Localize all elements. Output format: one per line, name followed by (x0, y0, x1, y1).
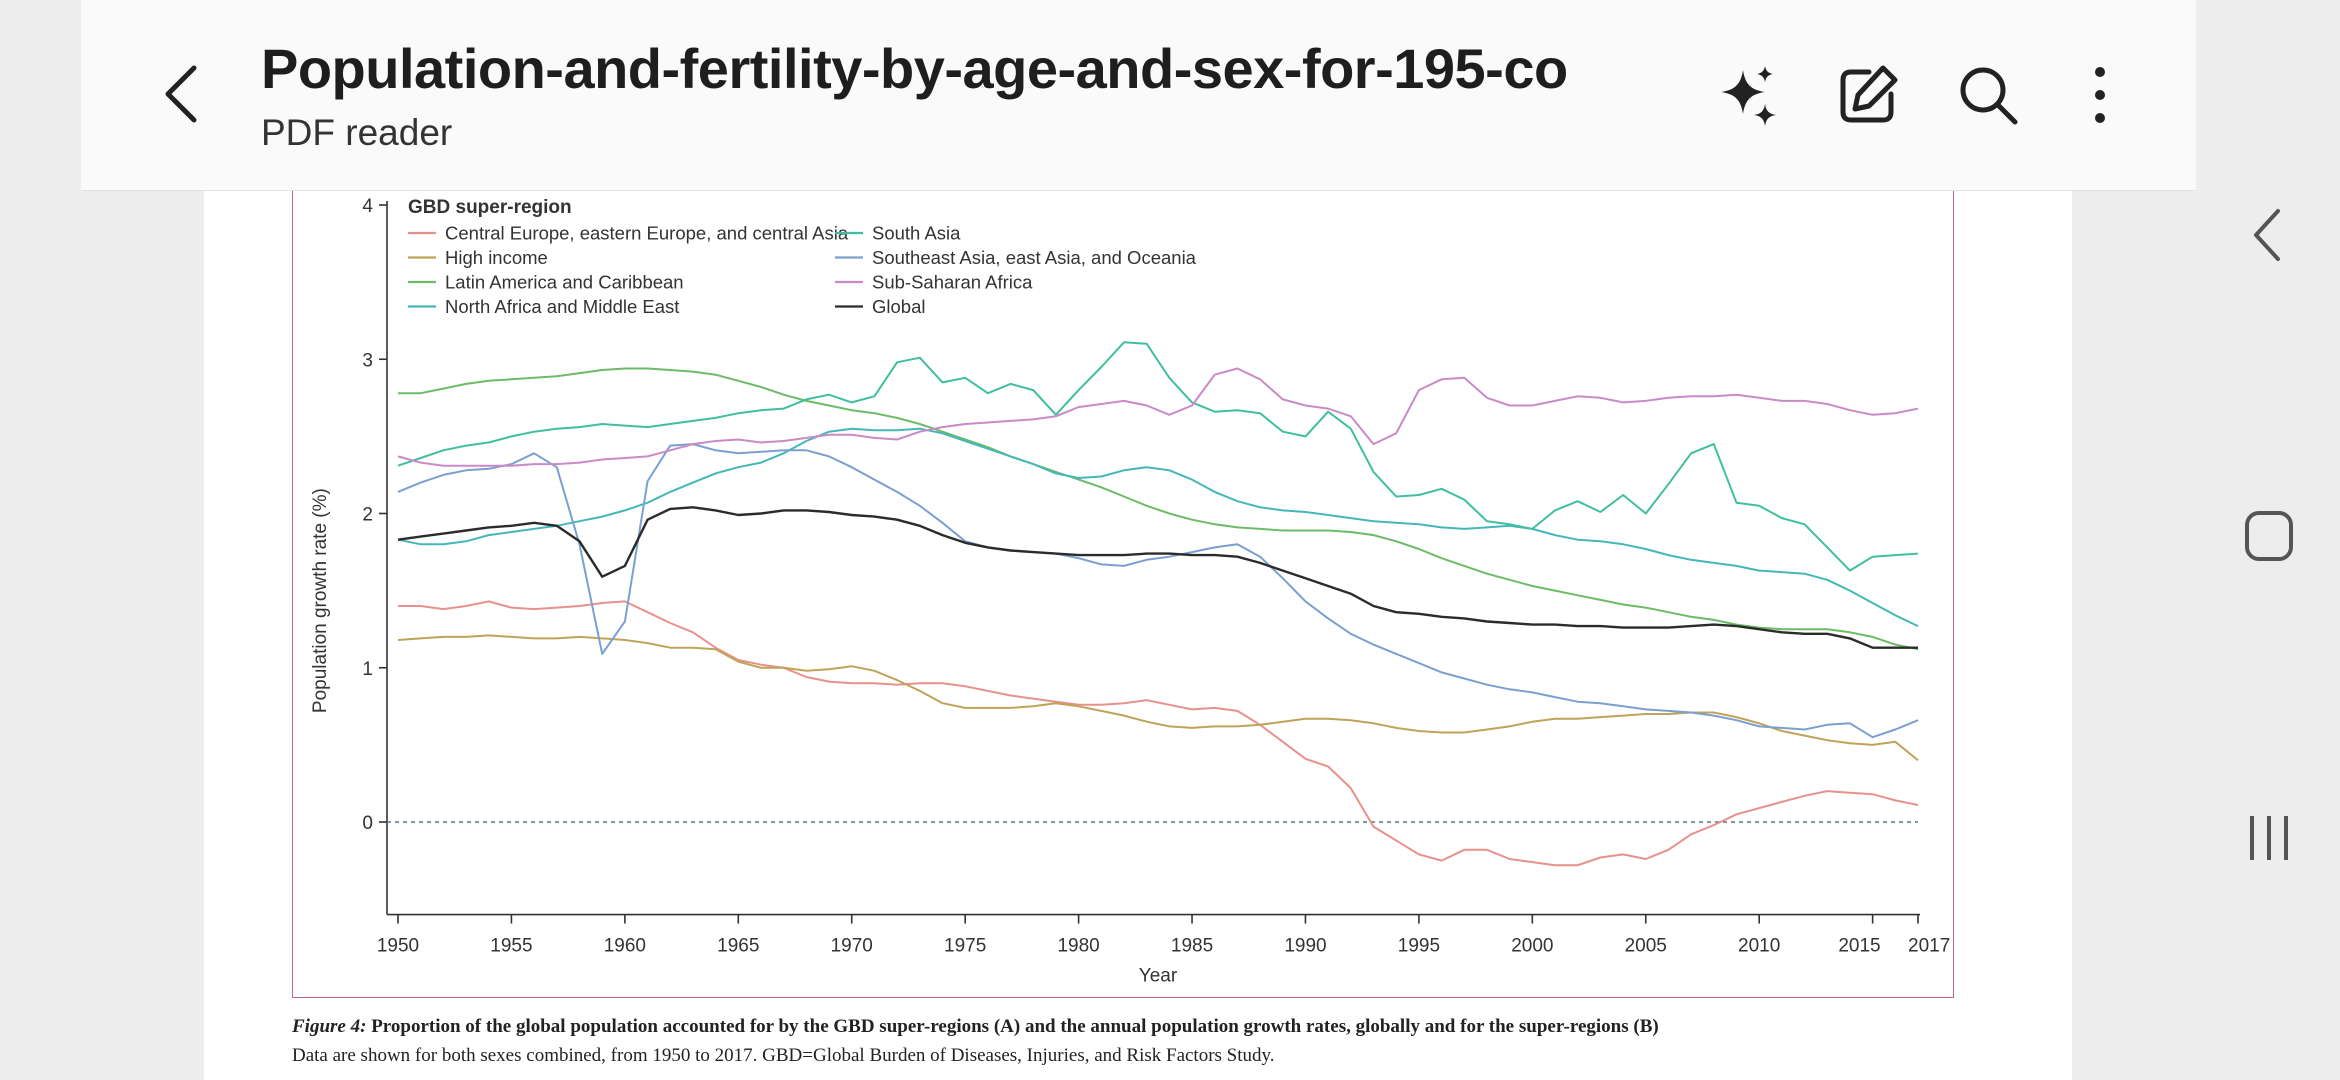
back-icon (165, 65, 197, 123)
back-button[interactable] (150, 58, 222, 130)
series-line-2 (398, 367, 1919, 651)
nav-home-button[interactable] (2244, 510, 2294, 562)
legend-entry-1: High income (445, 247, 548, 268)
search-icon (1960, 67, 2018, 125)
y-tick-label: 2 (362, 505, 373, 526)
series-line-3 (397, 427, 1919, 628)
ai-assist-button[interactable] (1715, 62, 1781, 128)
legend-entry-7: Global (872, 296, 925, 317)
edit-button[interactable] (1835, 62, 1901, 128)
legend-entry-3: North Africa and Middle East (445, 296, 679, 317)
chart-axes: 0 1 2 3 4 1950 1955 1960 1965 1970 1975 1980 1985 199… (310, 196, 1950, 987)
legend-title: GBD super-region (408, 197, 572, 218)
x-tick-label: 1975 (944, 936, 986, 957)
x-tick-label: 1950 (377, 936, 419, 957)
chart-series-lines (397, 341, 1919, 867)
nav-back-button[interactable] (2246, 205, 2290, 265)
x-tick-label: 2017 (1908, 936, 1950, 957)
legend-entry-2: Latin America and Caribbean (445, 272, 684, 293)
caption-title: Proportion of the global population acco… (371, 1016, 1659, 1037)
nav-recents-icon (2250, 816, 2288, 860)
x-tick-label: 2005 (1625, 936, 1667, 957)
series-line-5 (397, 443, 1919, 739)
x-tick-label: 1965 (717, 936, 759, 957)
y-tick-label: 1 (362, 659, 373, 680)
x-tick-label: 1970 (831, 936, 873, 957)
ai-sparkle-icon (1721, 66, 1776, 126)
y-axis-label: Population growth rate (%) (310, 488, 331, 713)
caption-label: Figure 4: (292, 1016, 367, 1037)
system-navigation-bar (2196, 0, 2340, 1080)
more-options-button[interactable] (2075, 62, 2125, 128)
app-header: Population-and-fertility-by-age-and-sex-… (81, 0, 2196, 191)
x-axis-label: Year (1139, 966, 1178, 987)
document-title: Population-and-fertility-by-age-and-sex-… (261, 37, 1568, 100)
series-line-6 (397, 367, 1919, 467)
x-tick-label: 1990 (1284, 936, 1326, 957)
nav-recents-button[interactable] (2244, 812, 2294, 864)
nav-back-icon (2254, 209, 2280, 261)
more-options-icon (2095, 67, 2105, 123)
legend-entry-5: Southeast Asia, east Asia, and Oceania (872, 247, 1197, 268)
series-line-0 (398, 600, 1919, 867)
legend-entry-0: Central Europe, eastern Europe, and cent… (445, 223, 849, 244)
series-line-1 (397, 634, 1919, 762)
caption-note: Data are shown for both sexes combined, … (292, 1045, 1275, 1066)
y-tick-label: 4 (362, 196, 373, 217)
chart-legend: GBD super-region Central Europe, eastern … (408, 197, 1197, 317)
x-tick-label: 1995 (1398, 936, 1440, 957)
figure-frame (292, 150, 1954, 998)
y-tick-label: 0 (362, 813, 373, 834)
search-button[interactable] (1955, 62, 2021, 128)
figure-caption: Figure 4: Proportion of the global popul… (292, 1012, 1992, 1070)
nav-home-icon (2245, 511, 2293, 561)
app-subtitle: PDF reader (261, 112, 453, 153)
series-line-4 (397, 341, 1919, 572)
edit-icon (1840, 65, 1898, 123)
legend-entry-6: Sub-Saharan Africa (872, 272, 1033, 293)
x-tick-label: 2015 (1838, 936, 1880, 957)
legend-entry-4: South Asia (872, 223, 961, 244)
x-tick-label: 2010 (1738, 936, 1780, 957)
y-tick-label: 3 (362, 350, 373, 371)
x-tick-label: 1980 (1057, 936, 1099, 957)
x-tick-label: 1960 (604, 936, 646, 957)
x-tick-label: 2000 (1511, 936, 1553, 957)
series-line-7 (397, 506, 1918, 649)
x-tick-label: 1955 (490, 936, 532, 957)
x-tick-label: 1985 (1171, 936, 1213, 957)
